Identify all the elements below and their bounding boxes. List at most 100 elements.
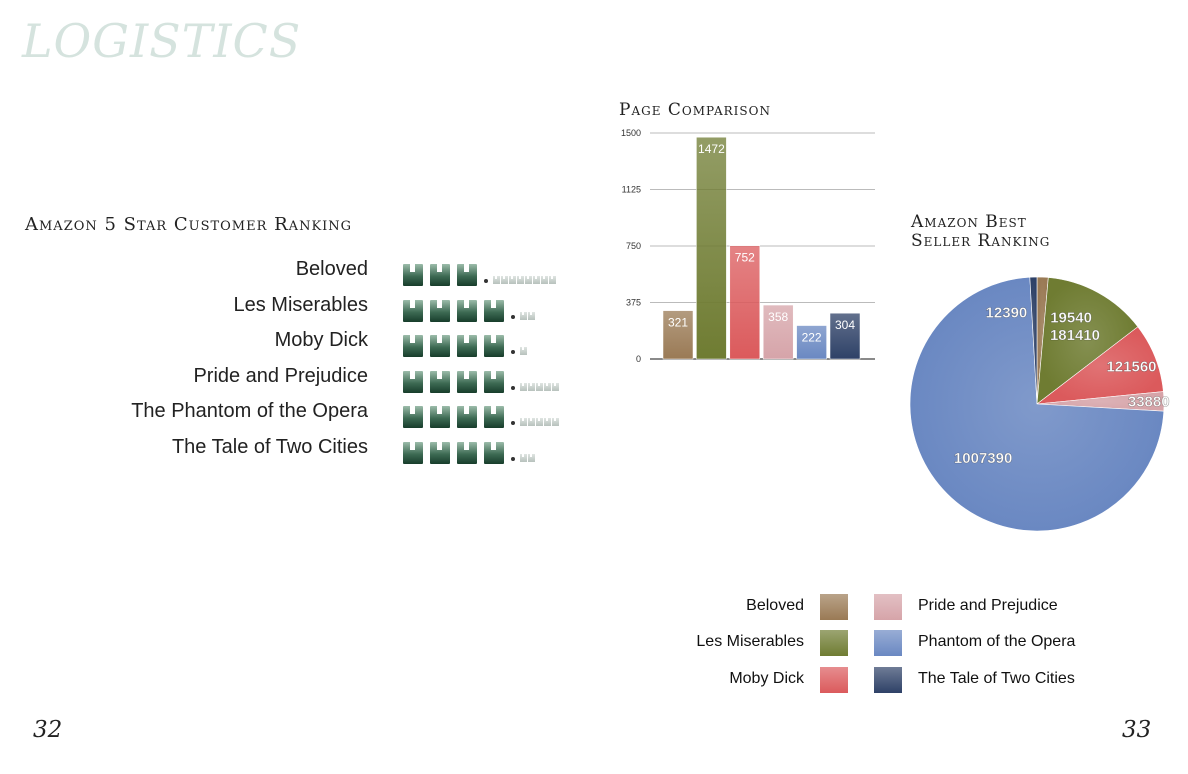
bestseller-title-line: Seller Ranking <box>911 231 1051 251</box>
legend-entry-beloved: Beloved <box>600 594 850 620</box>
ranking-row: Beloved <box>40 256 600 286</box>
rating-fraction-icon <box>528 312 535 320</box>
legend-label: Moby Dick <box>729 670 804 687</box>
rating-fraction-icon <box>544 383 551 391</box>
legend-label: Pride and Prejudice <box>918 597 1058 614</box>
rating-fraction-icon <box>552 418 559 426</box>
rating-fraction-icon <box>517 276 524 284</box>
rating-fraction-icon <box>528 418 535 426</box>
bar-beloved <box>662 310 694 360</box>
rating-fraction-icon <box>552 383 559 391</box>
rating-separator-dot <box>511 315 515 319</box>
ranking-title: Amazon 5 Star Customer Ranking <box>25 214 353 235</box>
rating-icons <box>403 292 536 322</box>
rating-icons <box>403 327 528 357</box>
rating-star-icon <box>403 371 423 393</box>
rating-star-icon <box>430 264 450 286</box>
pie-value-label: 1007390 <box>954 450 1012 467</box>
rating-icons <box>403 256 557 286</box>
rating-star-icon <box>484 406 504 428</box>
pie-slice-the-tale-of-two-cities <box>1029 276 1038 405</box>
pie-slice-phantom-of-the-opera <box>909 276 1165 532</box>
bar-value-label: 1472 <box>698 142 725 156</box>
rating-icons <box>403 398 560 428</box>
rating-star-icon <box>484 442 504 464</box>
rating-fraction-icon <box>520 347 527 355</box>
bar-phantom-of-the-opera <box>796 325 827 360</box>
rating-star-icon <box>430 371 450 393</box>
rating-separator-dot <box>511 386 515 390</box>
bestseller-title-line: Amazon Best <box>911 212 1027 232</box>
legend-swatch <box>820 667 848 693</box>
rating-star-icon <box>457 371 477 393</box>
rating-separator-dot <box>484 279 488 283</box>
bar-pride-and-prejudice <box>762 304 794 360</box>
bar-value-label: 358 <box>768 310 788 324</box>
rating-fraction-icon <box>549 276 556 284</box>
bar-value-label: 321 <box>668 316 688 330</box>
bar-moby-dick <box>729 245 761 360</box>
y-tick-label: 375 <box>626 298 641 308</box>
legend-entry-phantom-of-the-opera: Phantom of the Opera <box>874 630 1134 656</box>
rating-star-icon <box>457 406 477 428</box>
ranking-label: Pride and Prejudice <box>193 365 368 387</box>
y-tick-label: 1125 <box>622 185 641 195</box>
bestseller-title: Amazon Best Seller Ranking <box>911 213 1101 251</box>
rating-star-icon <box>403 442 423 464</box>
pie-value-label: 33880 <box>1128 394 1170 411</box>
pie-value-label: 181410 <box>1050 327 1100 344</box>
rating-fraction-icon <box>520 418 527 426</box>
rating-star-icon <box>430 300 450 322</box>
legend-label: Beloved <box>746 597 804 614</box>
y-tick-label: 1500 <box>621 128 641 138</box>
rating-star-icon <box>457 300 477 322</box>
bar-value-label: 222 <box>802 331 822 345</box>
rating-star-icon <box>484 335 504 357</box>
legend-label: The Tale of Two Cities <box>918 670 1075 687</box>
pie-slice-les-miserables <box>1036 277 1139 405</box>
pie-value-label: 12390 <box>986 305 1028 322</box>
rating-fraction-icon <box>520 383 527 391</box>
rating-star-icon <box>484 300 504 322</box>
rating-icons <box>403 434 536 464</box>
page-comparison-title: Page Comparison <box>619 100 771 120</box>
rating-star-icon <box>403 335 423 357</box>
page-comparison-bar-chart: 0 375 750 1125 1500 321 1472 752 358 222 304 <box>621 128 875 364</box>
rating-fraction-icon <box>493 276 500 284</box>
rating-fraction-icon <box>509 276 516 284</box>
bar-value-label: 304 <box>835 318 855 332</box>
ranking-label: Beloved <box>295 258 368 280</box>
rating-star-icon <box>457 442 477 464</box>
legend-entry-moby-dick: Moby Dick <box>600 667 850 693</box>
bar-the-tale-of-two-cities <box>829 312 861 360</box>
legend-swatch <box>820 594 848 620</box>
rating-fraction-icon <box>533 276 540 284</box>
rating-fraction-icon <box>520 454 527 462</box>
y-tick-label: 750 <box>626 241 641 251</box>
legend-label: Les Miserables <box>696 633 804 650</box>
spread-title: LOGISTICS <box>22 14 302 68</box>
ranking-label: Moby Dick <box>274 329 368 351</box>
ranking-label: The Phantom of the Opera <box>131 400 368 422</box>
ranking-row: The Tale of Two Cities <box>40 434 600 464</box>
ranking-row: Moby Dick <box>40 327 600 357</box>
rating-fraction-icon <box>528 383 535 391</box>
rating-star-icon <box>457 264 477 286</box>
ranking-row: Les Miserables <box>40 292 600 322</box>
legend-entry-les-miserables: Les Miserables <box>600 630 850 656</box>
rating-fraction-icon <box>541 276 548 284</box>
ranking-label: Les Miserables <box>233 294 368 316</box>
legend-swatch <box>820 630 848 656</box>
rating-fraction-icon <box>520 312 527 320</box>
rating-star-icon <box>484 371 504 393</box>
ranking-row: The Phantom of the Opera <box>40 398 600 428</box>
y-tick-label: 0 <box>636 354 641 364</box>
ranking-label: The Tale of Two Cities <box>171 436 368 458</box>
rating-star-icon <box>430 335 450 357</box>
rating-star-icon <box>403 406 423 428</box>
legend-swatch <box>874 594 902 620</box>
rating-star-icon <box>457 335 477 357</box>
rating-fraction-icon <box>528 454 535 462</box>
pie-value-label: 19540 <box>1050 310 1092 327</box>
